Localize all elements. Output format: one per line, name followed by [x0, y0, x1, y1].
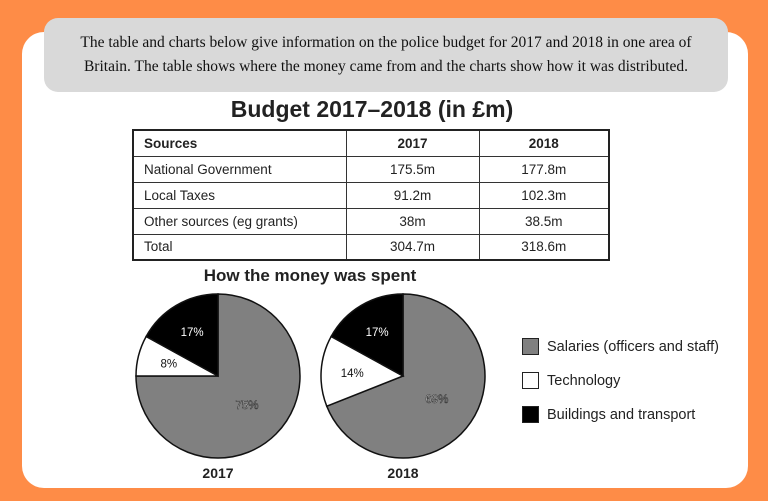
cell: 318.6m — [478, 233, 610, 261]
table-row: National Government 175.5m 177.8m — [132, 155, 610, 183]
pie-label: 69% — [425, 394, 448, 406]
legend: Salaries (officers and staff) Technology… — [522, 338, 719, 440]
pie-slice — [330, 293, 404, 378]
legend-item: Buildings and transport — [522, 406, 719, 423]
legend-swatch — [522, 406, 539, 423]
pie-slice — [145, 293, 219, 378]
table-row: Total 304.7m 318.6m — [132, 233, 610, 261]
pie-year-label: 2018 — [387, 465, 418, 481]
cell: Other sources (eg grants) — [132, 207, 347, 235]
cell: 38.5m — [478, 207, 610, 235]
pie-label: 8% — [160, 358, 177, 370]
header-cell: Sources — [132, 129, 347, 157]
legend-swatch — [522, 338, 539, 355]
legend-item: Salaries (officers and staff) — [522, 338, 719, 355]
table-title: Budget 2017–2018 (in £m) — [230, 96, 514, 122]
legend-label: Technology — [547, 372, 621, 389]
cell: 102.3m — [478, 181, 610, 209]
header-cell: 2017 — [345, 129, 480, 157]
pie-label: 17% — [366, 327, 389, 339]
cell: 175.5m — [345, 155, 480, 183]
legend-item: Technology — [522, 372, 719, 389]
cell: 177.8m — [478, 155, 610, 183]
pie-slice — [325, 293, 486, 459]
table-header-row: Sources 2017 2018 — [132, 129, 610, 157]
legend-swatch — [522, 372, 539, 389]
cell: 91.2m — [345, 181, 480, 209]
cell: Total — [132, 233, 347, 261]
pie-slice — [135, 293, 301, 459]
budget-table: Sources 2017 2018 National Government 175… — [132, 129, 610, 261]
pie-slice — [320, 335, 405, 408]
pie-label: 75% — [235, 400, 258, 412]
legend-label: Salaries (officers and staff) — [547, 338, 719, 355]
pie-label: 17% — [181, 327, 204, 339]
cell: 304.7m — [345, 233, 480, 261]
pie-label: 14% — [341, 368, 364, 380]
legend-label: Buildings and transport — [547, 406, 696, 423]
intro-text: The table and charts below give informat… — [44, 18, 728, 92]
pie-title: How the money was spent — [203, 266, 417, 285]
pie-year-label: 2017 — [202, 465, 233, 481]
